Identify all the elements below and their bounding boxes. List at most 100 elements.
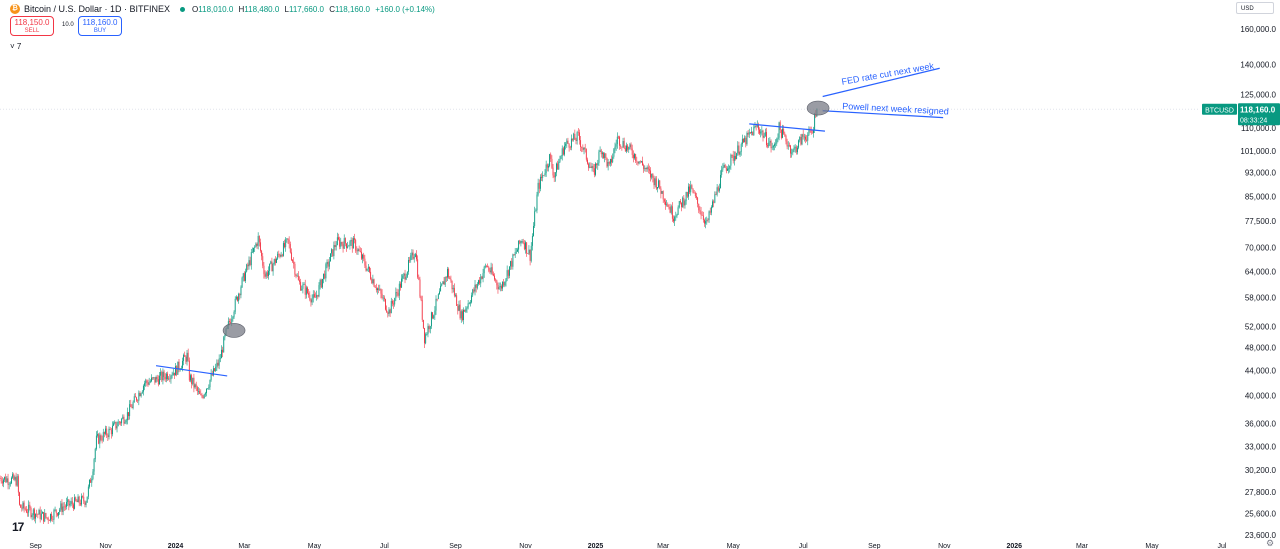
x-tick-label: Mar — [1076, 543, 1089, 549]
candle-body — [449, 277, 451, 280]
candle-body — [660, 188, 662, 194]
highlight-marker[interactable] — [806, 100, 830, 116]
candle-body — [369, 266, 370, 272]
indicators-toggle[interactable]: ˅ 7 — [10, 42, 22, 51]
last-price-tag — [1238, 103, 1280, 126]
candle-body — [621, 146, 623, 148]
candle-body — [644, 168, 646, 170]
candle-body — [564, 145, 565, 155]
candle-body — [162, 371, 164, 381]
candle-body — [357, 249, 359, 252]
x-tick-label: Mar — [238, 543, 251, 549]
y-tick-label: 70,000.0 — [1245, 244, 1277, 253]
candle-body — [591, 166, 593, 168]
candle-body — [40, 513, 42, 520]
candle-body — [718, 188, 720, 191]
candle-body — [561, 148, 563, 157]
candle-body — [161, 372, 163, 381]
candle-body — [71, 501, 73, 505]
candle-body — [200, 393, 202, 395]
candle-body — [7, 478, 9, 485]
candle-body — [56, 513, 58, 516]
candle-body — [587, 159, 588, 164]
candle-body — [762, 130, 764, 138]
candle-body — [440, 285, 442, 292]
candle-body — [577, 132, 579, 133]
currency-selector[interactable]: USD — [1236, 2, 1274, 14]
candle-body — [562, 148, 564, 155]
candle-body — [531, 235, 533, 246]
candle-body — [634, 154, 635, 159]
x-tick-label: May — [727, 543, 741, 549]
candle-body — [399, 283, 401, 288]
candle-body — [78, 496, 80, 504]
candle-body — [234, 298, 236, 312]
candle-body — [191, 375, 193, 384]
candle-body — [6, 478, 8, 483]
trendline[interactable] — [822, 110, 944, 119]
candle-body — [701, 215, 703, 216]
candle-body — [646, 167, 648, 170]
candle-body — [721, 169, 723, 175]
candle-body — [100, 435, 102, 440]
candle-body — [518, 240, 520, 250]
candle-body — [84, 501, 86, 505]
candle-body — [429, 326, 431, 330]
candle-body — [372, 279, 374, 284]
candle-body — [774, 144, 775, 146]
candle-body — [146, 380, 148, 383]
bitcoin-coin-icon: ₿ — [10, 4, 20, 14]
candle-body — [740, 144, 742, 152]
candle-body — [163, 371, 165, 377]
x-tick-label: 2024 — [168, 543, 184, 549]
candle-body — [487, 266, 489, 267]
candle-body — [145, 380, 147, 384]
candle-body — [329, 253, 331, 262]
y-tick-label: 64,000.0 — [1245, 267, 1277, 276]
candle-body — [682, 197, 684, 208]
candle-body — [304, 284, 306, 295]
candle-body — [331, 249, 333, 254]
candle-body — [651, 173, 653, 178]
candle-body — [745, 137, 747, 145]
candle-body — [122, 416, 124, 419]
candle-body — [2, 479, 4, 484]
candle-body — [324, 273, 326, 279]
settings-gear-icon[interactable]: ⚙ — [1266, 538, 1275, 548]
trendline[interactable] — [822, 67, 940, 98]
candle-body — [736, 153, 738, 160]
candle-body — [489, 270, 491, 273]
candle-body — [729, 165, 731, 169]
buy-button[interactable]: 118,160.0 BUY — [78, 16, 122, 36]
candle-body — [11, 477, 12, 484]
candle-body — [140, 393, 142, 397]
candle-body — [813, 130, 814, 134]
candle-body — [772, 145, 774, 148]
candle-body — [316, 294, 318, 298]
candle-body — [76, 500, 78, 503]
symbol-title[interactable]: Bitcoin / U.S. Dollar · 1D · BITFINEX — [24, 4, 171, 14]
candle-body — [59, 509, 61, 513]
candle-body — [549, 154, 551, 166]
candle-body — [503, 282, 505, 286]
candle-body — [383, 297, 385, 300]
highlight-marker[interactable] — [222, 323, 246, 338]
trendline[interactable] — [749, 123, 826, 132]
candle-body — [442, 281, 444, 285]
candle-body — [486, 265, 487, 267]
buy-label: BUY — [93, 28, 107, 34]
candle-body — [751, 131, 752, 133]
candle-body — [488, 266, 490, 271]
y-tick-label: 101,000.0 — [1240, 147, 1276, 156]
candle-body — [87, 486, 89, 497]
candle-body — [159, 375, 160, 385]
candle-body — [294, 263, 296, 275]
trendline[interactable] — [155, 365, 228, 377]
candle-body — [94, 448, 96, 460]
candle-body — [95, 435, 97, 449]
candle-body — [739, 151, 741, 155]
x-tick-label: 2025 — [588, 543, 604, 549]
sell-button[interactable]: 118,150.0 SELL — [10, 16, 54, 36]
candle-body — [669, 207, 671, 213]
